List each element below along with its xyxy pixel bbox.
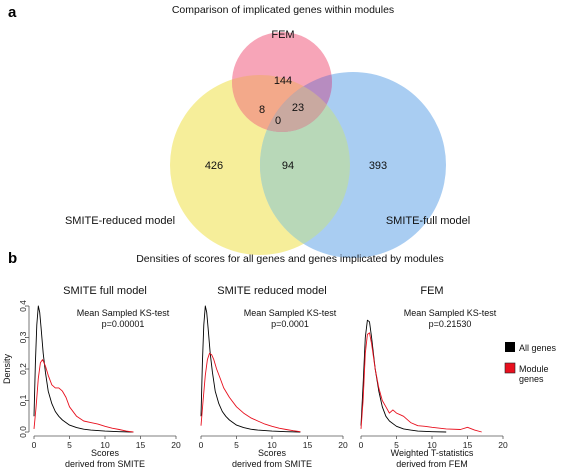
plot-1-series-module-genes <box>33 359 134 433</box>
venn-count-all: 0 <box>275 115 281 127</box>
plot-2-xtick-label-0: 0 <box>199 440 204 450</box>
legend-swatch-module-genes <box>504 362 516 374</box>
legend-swatch-all-genes <box>505 342 515 352</box>
legend-label-module-genes-line2: genes <box>519 374 544 384</box>
plot-2-xlabel-2: derived from SMITE <box>232 459 312 469</box>
plot-3-annotation-2: p=0.21530 <box>429 319 472 329</box>
plot-1-ylabel: Density <box>2 353 12 384</box>
plot-1-xtick-label-20: 20 <box>171 440 181 450</box>
plot-1-ytick-label-0.4: 0.4 <box>18 300 28 312</box>
plot-3-xlabel-2: derived from FEM <box>396 459 468 469</box>
plot-2-xlabel-1: Scores <box>258 448 287 458</box>
plot-2-xtick-label-10: 10 <box>267 440 277 450</box>
venn-count-fem-only: 144 <box>274 75 292 87</box>
venn-count-fem-reduced: 8 <box>259 104 265 116</box>
legend-label-all-genes: All genes <box>519 343 557 353</box>
plot-1-ytick-label-0.0: 0.0 <box>18 426 28 438</box>
plot-1-xtick-label-0: 0 <box>32 440 37 450</box>
plot-1: SMITE full model Mean Sampled KS-testp=0.… <box>2 285 181 469</box>
venn-count-fem-full: 23 <box>292 102 304 114</box>
panel-a: a Comparison of implicated genes within … <box>8 4 470 258</box>
venn-count-reduced-only: 426 <box>205 160 223 172</box>
plot-2-xtick-label-20: 20 <box>338 440 348 450</box>
plot-2-xtick-label-15: 15 <box>303 440 313 450</box>
plot-2-title: SMITE reduced model <box>217 285 326 297</box>
panel-a-title: Comparison of implicated genes within mo… <box>172 4 394 16</box>
legend: All genes Module genes <box>504 342 557 384</box>
plot-1-ytick-label-0.3: 0.3 <box>18 331 28 343</box>
panel-b: b Densities of scores for all genes and … <box>2 250 557 469</box>
plot-1-xtick-label-5: 5 <box>67 440 72 450</box>
plot-2-series-all-genes <box>200 305 301 433</box>
plot-1-ytick-label-0.2: 0.2 <box>18 363 28 375</box>
venn-label-full: SMITE-full model <box>386 215 470 227</box>
plot-1-annotation-2: p=0.00001 <box>102 319 145 329</box>
venn-count-reduced-full: 94 <box>282 160 294 172</box>
plot-2-xtick-label-5: 5 <box>234 440 239 450</box>
plot-3-xtick-label-20: 20 <box>498 440 508 450</box>
plot-1-ytick-label-0.1: 0.1 <box>18 394 28 406</box>
venn-label-reduced: SMITE-reduced model <box>65 215 175 227</box>
venn-label-fem: FEM <box>271 29 294 41</box>
plot-3-annotation-1: Mean Sampled KS-test <box>404 308 497 318</box>
plot-1-xlabel-1: Scores <box>91 448 120 458</box>
plot-2-annotation-1: Mean Sampled KS-test <box>244 308 337 318</box>
plot-3-xlabel-1: Weighted T-statistics <box>391 448 474 458</box>
plot-1-xtick-label-10: 10 <box>100 440 110 450</box>
plot-2-series-module-genes <box>200 352 301 433</box>
legend-label-module-genes-line1: Module <box>519 364 549 374</box>
plot-1-xtick-label-15: 15 <box>136 440 146 450</box>
panel-b-title: Densities of scores for all genes and ge… <box>136 253 444 265</box>
plot-3-xtick-label-15: 15 <box>463 440 473 450</box>
plot-3-series-module-genes <box>360 332 482 433</box>
legend-label-module-genes: Module genes <box>519 364 551 384</box>
plot-3-xtick-label-0: 0 <box>359 440 364 450</box>
plot-1-xlabel-2: derived from SMITE <box>65 459 145 469</box>
panel-b-letter: b <box>8 250 17 267</box>
plot-1-annotation-1: Mean Sampled KS-test <box>77 308 170 318</box>
plot-1-title: SMITE full model <box>63 285 147 297</box>
plot-2: SMITE reduced model Mean Sampled KS-testp… <box>199 285 348 469</box>
plot-2-annotation-2: p=0.0001 <box>271 319 309 329</box>
venn-count-full-only: 393 <box>369 160 387 172</box>
plot-3-title: FEM <box>420 285 443 297</box>
plot-3-xtick-label-5: 5 <box>394 440 399 450</box>
plot-3-series-all-genes <box>360 319 447 433</box>
panel-a-letter: a <box>8 4 17 21</box>
plot-3-xtick-label-10: 10 <box>427 440 437 450</box>
plot-1-series-all-genes <box>33 305 134 433</box>
